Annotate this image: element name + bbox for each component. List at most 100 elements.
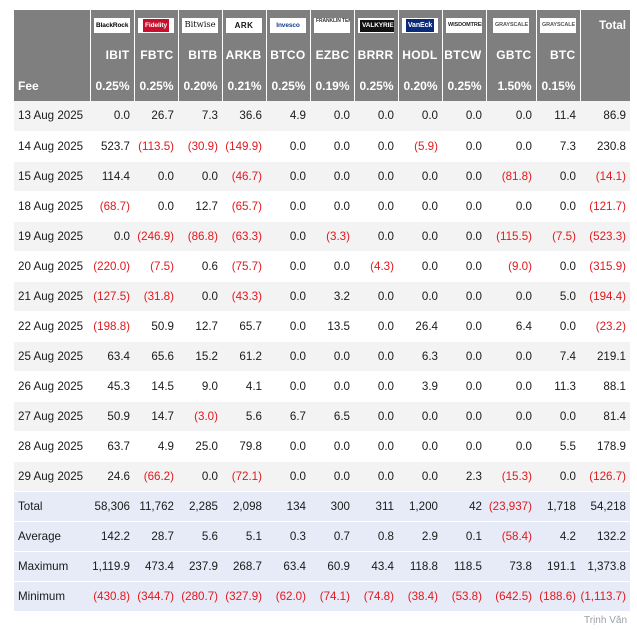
flow-cell: 0.0 xyxy=(90,101,134,132)
flow-cell: (23,937) xyxy=(486,491,536,522)
etf-flows-table-container: BlackRock Fidelity Bitwise ARK Invesco F… xyxy=(14,10,630,612)
summary-row: Average 142.2 28.7 5.6 5.1 0.3 0.7 0.8 2.9 0.1 (58… xyxy=(14,521,630,552)
flow-cell: 0.0 xyxy=(266,371,310,402)
flow-cell: (86.8) xyxy=(178,221,222,252)
flow-cell: 0.0 xyxy=(398,221,442,252)
flow-cell: (43.3) xyxy=(222,281,266,312)
fee-value: 0.21% xyxy=(222,70,267,101)
flow-cell: (344.7) xyxy=(134,581,178,612)
valkyrie-logo: VALKYRIE xyxy=(358,17,394,33)
flow-cell: 0.0 xyxy=(354,311,398,342)
ticker-header: FBTC xyxy=(134,40,179,70)
flow-cell: 0.0 xyxy=(354,281,398,312)
flow-cell: 0.0 xyxy=(266,461,310,492)
flow-cell: 0.0 xyxy=(442,161,486,192)
row-total-cell: (194.4) xyxy=(580,281,630,312)
flow-cell: 300 xyxy=(310,491,354,522)
flow-cell: 0.0 xyxy=(266,311,310,342)
flow-cell: 5.5 xyxy=(536,431,580,462)
flow-cell: (74.8) xyxy=(354,581,398,612)
flow-cell: 237.9 xyxy=(178,551,222,582)
flow-cell: 0.0 xyxy=(354,161,398,192)
flow-cell: 0.0 xyxy=(310,341,354,372)
table-row: 27 Aug 2025 50.9 14.7 (3.0) 5.6 6.7 6.5 0.0 0.0 0… xyxy=(14,401,630,432)
flow-cell: 36.6 xyxy=(222,101,266,132)
flow-cell: 79.8 xyxy=(222,431,266,462)
flow-cell: 0.0 xyxy=(310,431,354,462)
flow-cell: 0.0 xyxy=(178,281,222,312)
franklin-templeton-logo: FRANKLIN TEMPLETON xyxy=(314,17,350,33)
ticker-total-blank xyxy=(580,40,630,70)
flow-cell: 0.1 xyxy=(442,521,486,552)
flow-cell: (75.7) xyxy=(222,251,266,282)
flow-cell: (9.0) xyxy=(486,251,536,282)
date-cell: 28 Aug 2025 xyxy=(14,431,90,462)
flow-cell: 6.5 xyxy=(310,401,354,432)
ticker-header: EZBC xyxy=(310,40,355,70)
fee-value: 0.25% xyxy=(354,70,399,101)
flow-cell: 0.0 xyxy=(354,431,398,462)
flow-cell: 11.3 xyxy=(536,371,580,402)
summary-label: Maximum xyxy=(14,551,90,582)
flow-cell: 6.7 xyxy=(266,401,310,432)
flow-cell: 473.4 xyxy=(134,551,178,582)
flow-cell: 7.4 xyxy=(536,341,580,372)
date-cell: 25 Aug 2025 xyxy=(14,341,90,372)
flow-cell: 65.7 xyxy=(222,311,266,342)
date-cell: 22 Aug 2025 xyxy=(14,311,90,342)
flow-cell: (38.4) xyxy=(398,581,442,612)
ticker-header: BITB xyxy=(178,40,223,70)
grayscale-btc-logo: GRAYSCALE xyxy=(540,17,576,33)
flow-cell: 0.0 xyxy=(442,401,486,432)
table-row: 20 Aug 2025 (220.0) (7.5) 0.6 (75.7) 0.0 0.0 (4… xyxy=(14,251,630,282)
flow-cell: (7.5) xyxy=(134,251,178,282)
flow-cell: 0.0 xyxy=(354,401,398,432)
row-total-cell: (126.7) xyxy=(580,461,630,492)
flow-cell: 0.0 xyxy=(354,131,398,162)
flow-cell: 0.0 xyxy=(266,251,310,282)
flow-cell: 0.0 xyxy=(134,191,178,222)
flow-cell: 134 xyxy=(266,491,310,522)
ticker-row: IBIT FBTC BITB ARKB BTCO EZBC BRRR HODL … xyxy=(14,40,630,70)
flow-cell: 0.0 xyxy=(178,161,222,192)
flow-cell: 2,098 xyxy=(222,491,266,522)
flow-cell: 0.0 xyxy=(354,191,398,222)
flow-cell: 25.0 xyxy=(178,431,222,462)
flow-cell: 15.2 xyxy=(178,341,222,372)
flow-cell: 14.5 xyxy=(134,371,178,402)
flow-cell: 311 xyxy=(354,491,398,522)
summary-label: Total xyxy=(14,491,90,522)
flow-cell: (4.3) xyxy=(354,251,398,282)
summary-label: Minimum xyxy=(14,581,90,612)
flow-cell: 26.7 xyxy=(134,101,178,132)
flow-cell: (198.8) xyxy=(90,311,134,342)
summary-row: Maximum 1,119.9 473.4 237.9 268.7 63.4 60.9 43.… xyxy=(14,551,630,582)
table-row: 29 Aug 2025 24.6 (66.2) 0.0 (72.1) 0.0 0.0 0.0 0… xyxy=(14,461,630,492)
flow-cell: 0.7 xyxy=(310,521,354,552)
ticker-header: HODL xyxy=(398,40,443,70)
flow-cell: 0.0 xyxy=(266,221,310,252)
fee-value: 0.25% xyxy=(134,70,179,101)
flow-cell: (5.9) xyxy=(398,131,442,162)
flow-cell: (188.6) xyxy=(536,581,580,612)
flow-cell: 0.0 xyxy=(442,131,486,162)
flow-cell: 0.0 xyxy=(536,251,580,282)
wisdomtree-logo: WISDOMTREE xyxy=(446,17,482,33)
date-cell: 26 Aug 2025 xyxy=(14,371,90,402)
fee-value: 0.20% xyxy=(398,70,443,101)
ark-logo: ARK xyxy=(226,17,262,33)
flow-cell: 7.3 xyxy=(178,101,222,132)
flow-cell: 0.0 xyxy=(442,251,486,282)
total-header: Total xyxy=(580,10,630,40)
flow-cell: 0.0 xyxy=(266,131,310,162)
flow-cell: 4.1 xyxy=(222,371,266,402)
flow-cell: 0.0 xyxy=(486,431,536,462)
fee-value: 0.25% xyxy=(442,70,487,101)
flow-cell: 3.9 xyxy=(398,371,442,402)
row-total-cell: 81.4 xyxy=(580,401,630,432)
table-row: 13 Aug 2025 0.0 26.7 7.3 36.6 4.9 0.0 0.0 0.0 0.0… xyxy=(14,101,630,132)
date-cell: 15 Aug 2025 xyxy=(14,161,90,192)
flow-cell: 7.3 xyxy=(536,131,580,162)
ticker-header: ARKB xyxy=(222,40,267,70)
flow-cell: 0.0 xyxy=(442,281,486,312)
